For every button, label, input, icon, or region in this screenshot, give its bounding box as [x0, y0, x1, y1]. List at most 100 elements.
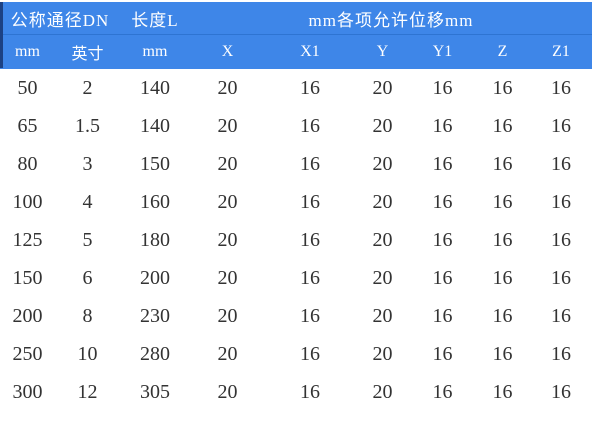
table-cell: 16	[475, 259, 530, 297]
spec-table-wrap: 公称通径DN 长度L mm各项允许位移mm mm 英寸 mm X X1 Y Y1…	[0, 2, 592, 411]
table-cell: 20	[355, 69, 410, 107]
table-cell: 20	[190, 335, 265, 373]
table-cell: 16	[530, 373, 592, 411]
table-cell: 16	[265, 259, 355, 297]
table-cell: 16	[410, 297, 475, 335]
table-cell: 250	[0, 335, 55, 373]
table-cell: 16	[265, 297, 355, 335]
table-cell: 16	[410, 259, 475, 297]
table-cell: 4	[55, 183, 120, 221]
table-cell: 20	[355, 297, 410, 335]
header-allowed-displacement: mm各项允许位移mm	[190, 2, 592, 35]
table-cell: 12	[55, 373, 120, 411]
table-cell: 16	[475, 373, 530, 411]
header-subcolumn-row: mm 英寸 mm X X1 Y Y1 Z Z1	[0, 34, 592, 69]
table-cell: 16	[265, 107, 355, 145]
table-cell: 280	[120, 335, 190, 373]
table-cell: 140	[120, 69, 190, 107]
table-row: 150 6 200 20 16 20 16 16 16	[0, 259, 592, 297]
table-cell: 50	[0, 69, 55, 107]
table-row: 250 10 280 20 16 20 16 16 16	[0, 335, 592, 373]
table-cell: 300	[0, 373, 55, 411]
table-cell: 16	[530, 183, 592, 221]
table-cell: 3	[55, 145, 120, 183]
table-cell: 16	[265, 335, 355, 373]
table-cell: 16	[475, 183, 530, 221]
header-col-x1: X1	[265, 34, 355, 69]
header-nominal-diameter: 公称通径DN	[0, 2, 120, 35]
header-col-y: Y	[355, 34, 410, 69]
table-cell: 100	[0, 183, 55, 221]
table-cell: 16	[530, 297, 592, 335]
table-cell: 20	[190, 297, 265, 335]
table-cell: 230	[120, 297, 190, 335]
table-cell: 180	[120, 221, 190, 259]
table-cell: 16	[475, 107, 530, 145]
table-header: 公称通径DN 长度L mm各项允许位移mm mm 英寸 mm X X1 Y Y1…	[0, 2, 592, 69]
table-cell: 16	[530, 259, 592, 297]
table-cell: 20	[190, 373, 265, 411]
table-cell: 20	[190, 183, 265, 221]
header-length: 长度L	[120, 2, 190, 35]
header-col-y1: Y1	[410, 34, 475, 69]
table-cell: 200	[120, 259, 190, 297]
table-cell: 16	[265, 183, 355, 221]
table-cell: 20	[355, 335, 410, 373]
header-col-z1: Z1	[530, 34, 592, 69]
table-cell: 5	[55, 221, 120, 259]
header-col-length-mm: mm	[120, 34, 190, 69]
table-row: 125 5 180 20 16 20 16 16 16	[0, 221, 592, 259]
table-row: 50 2 140 20 16 20 16 16 16	[0, 69, 592, 107]
table-cell: 140	[120, 107, 190, 145]
header-group-row: 公称通径DN 长度L mm各项允许位移mm	[0, 2, 592, 35]
table-cell: 16	[475, 145, 530, 183]
table-body: 50 2 140 20 16 20 16 16 16 65 1.5 140 20 16 20 16 16 16 80…	[0, 69, 592, 411]
table-cell: 6	[55, 259, 120, 297]
table-cell: 16	[410, 69, 475, 107]
table-cell: 1.5	[55, 107, 120, 145]
table-cell: 16	[410, 335, 475, 373]
table-cell: 16	[410, 107, 475, 145]
table-cell: 20	[190, 145, 265, 183]
table-cell: 20	[355, 373, 410, 411]
table-cell: 160	[120, 183, 190, 221]
table-cell: 16	[530, 69, 592, 107]
table-cell: 16	[410, 373, 475, 411]
table-cell: 16	[530, 107, 592, 145]
table-cell: 125	[0, 221, 55, 259]
table-cell: 20	[190, 221, 265, 259]
table-cell: 16	[475, 69, 530, 107]
table-cell: 16	[475, 297, 530, 335]
header-col-x: X	[190, 34, 265, 69]
table-cell: 16	[410, 145, 475, 183]
table-cell: 200	[0, 297, 55, 335]
table-cell: 20	[355, 259, 410, 297]
header-left-accent-bar	[0, 2, 3, 68]
table-cell: 16	[530, 145, 592, 183]
table-cell: 2	[55, 69, 120, 107]
table-cell: 16	[265, 221, 355, 259]
table-cell: 16	[475, 335, 530, 373]
table-cell: 16	[410, 183, 475, 221]
table-cell: 8	[55, 297, 120, 335]
table-cell: 10	[55, 335, 120, 373]
table-row: 65 1.5 140 20 16 20 16 16 16	[0, 107, 592, 145]
table-cell: 20	[355, 221, 410, 259]
table-cell: 20	[190, 69, 265, 107]
table-cell: 305	[120, 373, 190, 411]
table-cell: 16	[265, 373, 355, 411]
table-cell: 20	[355, 107, 410, 145]
table-cell: 20	[190, 259, 265, 297]
pipe-spec-table: 公称通径DN 长度L mm各项允许位移mm mm 英寸 mm X X1 Y Y1…	[0, 2, 592, 411]
table-cell: 20	[190, 107, 265, 145]
header-col-mm: mm	[0, 34, 55, 69]
table-cell: 16	[410, 221, 475, 259]
table-row: 100 4 160 20 16 20 16 16 16	[0, 183, 592, 221]
header-col-z: Z	[475, 34, 530, 69]
table-cell: 16	[475, 221, 530, 259]
table-row: 80 3 150 20 16 20 16 16 16	[0, 145, 592, 183]
table-row: 300 12 305 20 16 20 16 16 16	[0, 373, 592, 411]
table-cell: 65	[0, 107, 55, 145]
table-cell: 16	[530, 335, 592, 373]
